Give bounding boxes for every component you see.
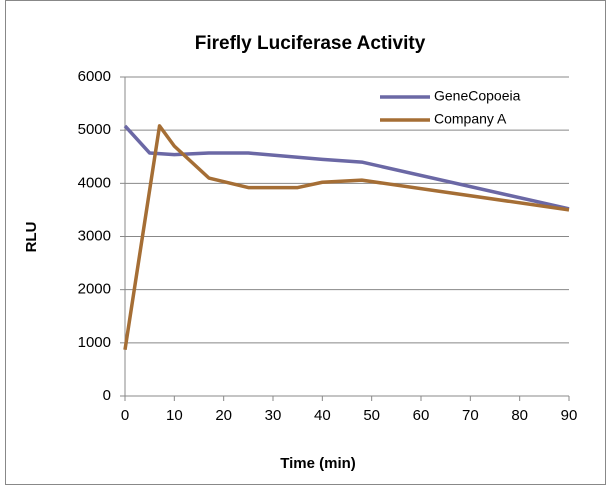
x-tick-label: 50 [363, 407, 380, 424]
y-tick-label: 6000 [78, 68, 111, 85]
x-tick-label: 60 [413, 407, 430, 424]
legend-label: GeneCopoeia [434, 88, 521, 104]
x-tick-label: 10 [166, 407, 183, 424]
y-tick-label: 3000 [78, 227, 111, 244]
x-tick-label: 90 [561, 407, 578, 424]
x-tick-label: 30 [265, 407, 282, 424]
x-tick-label: 70 [462, 407, 479, 424]
y-tick-label: 5000 [78, 121, 111, 138]
x-tick-label: 80 [511, 407, 528, 424]
chart-frame [5, 0, 606, 485]
y-axis-label: RLU [23, 222, 40, 253]
x-tick-label: 40 [314, 407, 331, 424]
y-tick-label: 0 [103, 387, 111, 404]
y-tick-label: 1000 [78, 334, 111, 351]
series-line [123, 124, 570, 351]
y-tick-label: 4000 [78, 174, 111, 191]
x-axis-label: Time (min) [280, 455, 356, 472]
y-tick-label: 2000 [78, 281, 111, 298]
chart-title: Firefly Luciferase Activity [195, 33, 426, 54]
x-tick-label: 0 [121, 407, 129, 424]
legend-label: Company A [434, 111, 507, 127]
x-tick-label: 20 [215, 407, 232, 424]
